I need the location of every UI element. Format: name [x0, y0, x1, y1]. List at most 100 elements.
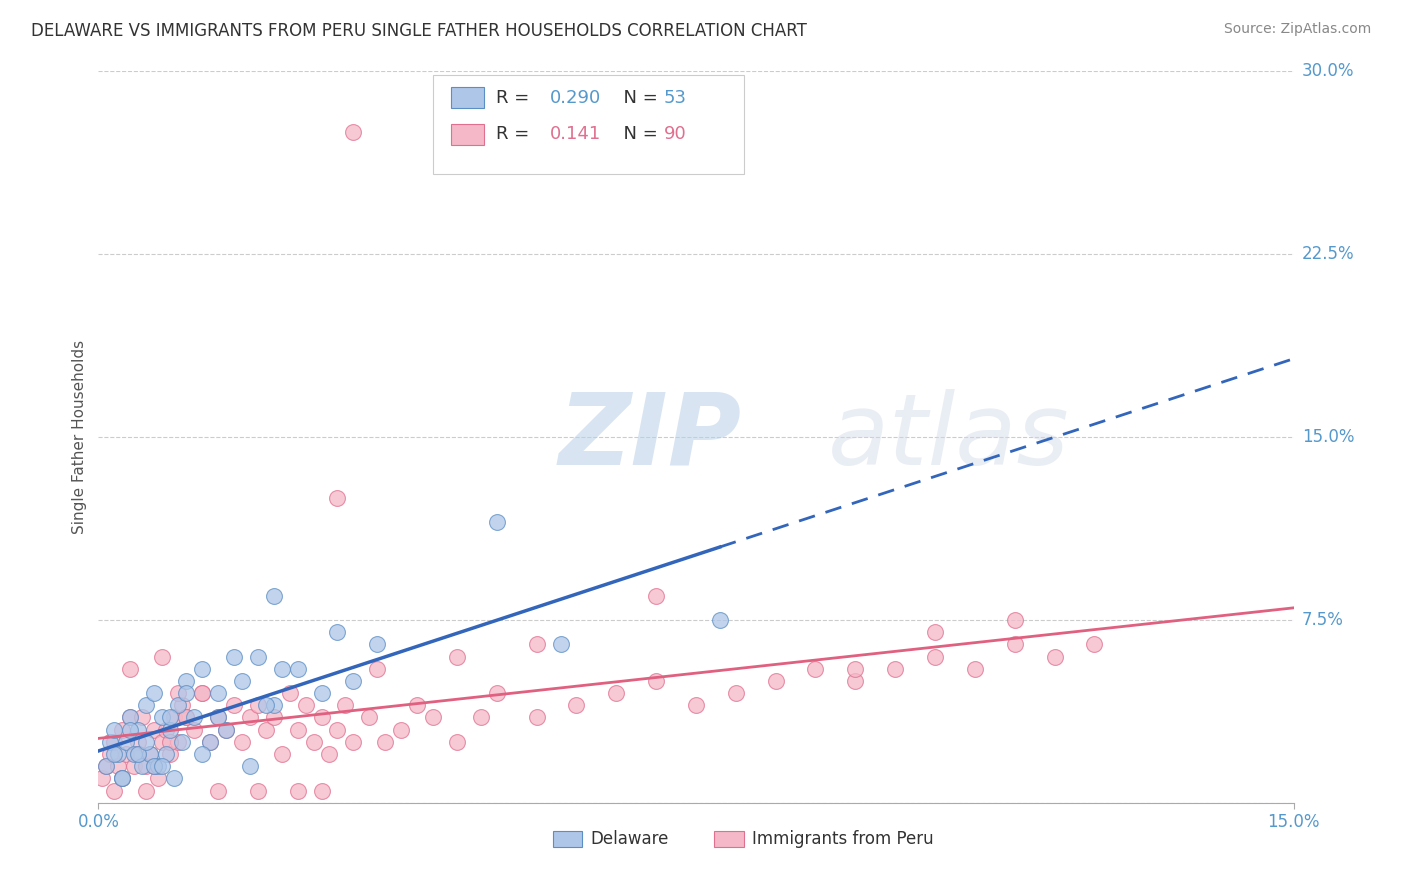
- Point: [120, 662, 142, 676]
- Point: [172, 698, 194, 713]
- Point: [1004, 637, 1026, 651]
- Point: [91, 772, 114, 786]
- Point: [135, 783, 157, 797]
- Point: [135, 759, 157, 773]
- Point: [287, 723, 309, 737]
- Point: [159, 723, 181, 737]
- Point: [143, 759, 166, 773]
- Y-axis label: Single Father Households: Single Father Households: [72, 340, 87, 534]
- Point: [172, 735, 194, 749]
- Point: [155, 747, 177, 761]
- Point: [254, 723, 277, 737]
- Point: [446, 649, 468, 664]
- Point: [924, 649, 946, 664]
- Point: [335, 698, 357, 713]
- Point: [96, 759, 118, 773]
- Point: [183, 710, 205, 724]
- Point: [174, 710, 197, 724]
- Text: 30.0%: 30.0%: [1302, 62, 1354, 80]
- Point: [326, 625, 349, 640]
- Point: [174, 710, 197, 724]
- FancyBboxPatch shape: [451, 87, 485, 108]
- Point: [231, 735, 253, 749]
- Point: [342, 673, 364, 688]
- Text: Source: ZipAtlas.com: Source: ZipAtlas.com: [1223, 22, 1371, 37]
- Point: [374, 735, 396, 749]
- Point: [366, 662, 388, 676]
- Point: [963, 662, 986, 676]
- Point: [124, 747, 146, 761]
- Point: [844, 662, 866, 676]
- Point: [120, 723, 142, 737]
- Point: [207, 710, 229, 724]
- FancyBboxPatch shape: [553, 830, 582, 847]
- Point: [263, 710, 285, 724]
- Point: [111, 772, 134, 786]
- Point: [127, 747, 149, 761]
- Point: [103, 723, 125, 737]
- Point: [124, 759, 146, 773]
- Point: [207, 783, 229, 797]
- Point: [150, 735, 173, 749]
- Point: [565, 698, 588, 713]
- Text: atlas: atlas: [827, 389, 1069, 485]
- Point: [143, 723, 166, 737]
- Point: [207, 710, 229, 724]
- Point: [143, 759, 166, 773]
- Point: [159, 747, 181, 761]
- Point: [724, 686, 747, 700]
- Point: [222, 649, 245, 664]
- Point: [287, 662, 309, 676]
- Point: [115, 735, 138, 749]
- Point: [159, 710, 181, 724]
- Point: [278, 686, 301, 700]
- Point: [526, 710, 548, 724]
- Point: [804, 662, 827, 676]
- Point: [645, 589, 668, 603]
- Point: [103, 735, 125, 749]
- Point: [359, 710, 381, 724]
- Point: [485, 516, 508, 530]
- Point: [406, 698, 429, 713]
- Point: [318, 747, 340, 761]
- Point: [326, 723, 349, 737]
- Point: [167, 686, 190, 700]
- FancyBboxPatch shape: [451, 124, 485, 145]
- Point: [135, 698, 157, 713]
- Point: [198, 735, 221, 749]
- Point: [98, 735, 122, 749]
- Point: [111, 772, 134, 786]
- Point: [342, 125, 364, 139]
- Text: Delaware: Delaware: [591, 830, 669, 847]
- Text: 53: 53: [664, 88, 686, 107]
- Point: [1004, 613, 1026, 627]
- Point: [645, 673, 668, 688]
- Text: N =: N =: [613, 88, 664, 107]
- Point: [302, 735, 325, 749]
- Point: [174, 673, 197, 688]
- Text: 0.290: 0.290: [550, 88, 602, 107]
- Point: [215, 723, 238, 737]
- Point: [155, 723, 177, 737]
- Point: [111, 772, 134, 786]
- Point: [270, 662, 292, 676]
- Point: [222, 698, 245, 713]
- Point: [150, 710, 173, 724]
- Point: [103, 783, 125, 797]
- Text: DELAWARE VS IMMIGRANTS FROM PERU SINGLE FATHER HOUSEHOLDS CORRELATION CHART: DELAWARE VS IMMIGRANTS FROM PERU SINGLE …: [31, 22, 807, 40]
- Point: [924, 625, 946, 640]
- Point: [103, 747, 125, 761]
- Point: [844, 673, 866, 688]
- Point: [311, 710, 333, 724]
- Point: [150, 649, 173, 664]
- Point: [207, 686, 229, 700]
- Point: [422, 710, 444, 724]
- Point: [120, 710, 142, 724]
- Point: [111, 723, 134, 737]
- Point: [198, 735, 221, 749]
- Text: 90: 90: [664, 125, 686, 144]
- Point: [446, 735, 468, 749]
- Point: [263, 589, 285, 603]
- Point: [765, 673, 787, 688]
- Text: 22.5%: 22.5%: [1302, 245, 1354, 263]
